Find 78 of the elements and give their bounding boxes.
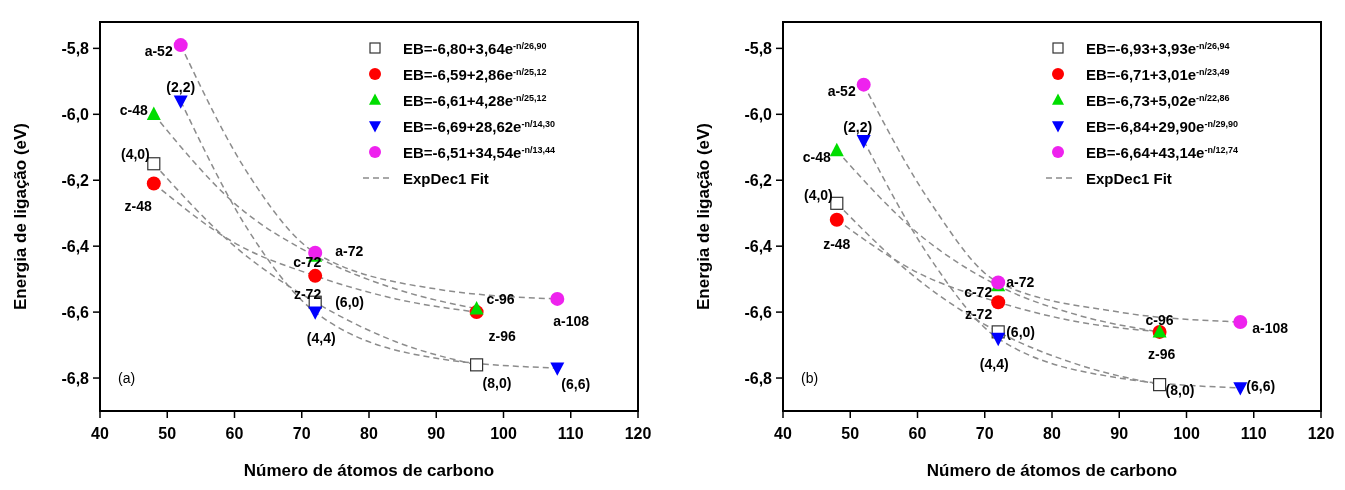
annotation: (6,0) <box>335 294 364 311</box>
legend-label: ExpDec1 Fit <box>403 170 489 187</box>
x-tick-label: 50 <box>158 425 177 442</box>
annotation: c-96 <box>486 290 515 307</box>
legend-label: EB=-6,93+3,93e$^{-n/26,94}$ <box>1086 40 1230 57</box>
y-tick-label: -5,8 <box>744 40 773 58</box>
annotation: (8,0) <box>1165 381 1195 398</box>
annotation: a-108 <box>1252 319 1289 336</box>
x-tick-label: 70 <box>975 425 994 442</box>
x-tick-label: 90 <box>1110 425 1129 442</box>
annotation: a-52 <box>827 82 856 99</box>
legend-label: EB=-6,71+3,01e$^{-n/23,49}$ <box>1086 66 1230 83</box>
annotation: c-72 <box>293 254 322 271</box>
y-tick-label: -6,4 <box>61 238 90 256</box>
y-tick-label: -6,6 <box>744 304 773 322</box>
y-tick-label: -6,2 <box>744 172 773 190</box>
annotation: c-48 <box>802 148 831 165</box>
x-tick-label: 110 <box>1240 425 1267 442</box>
y-tick-label: -6,4 <box>744 238 773 256</box>
annotation: a-52 <box>144 43 173 60</box>
annotation: (4,4) <box>979 356 1009 373</box>
annotation: (b) <box>801 370 819 386</box>
legend-label: EB=-6,59+2,86e$^{-n/25,12}$ <box>403 66 547 83</box>
y-tick-label: -5,8 <box>61 40 90 58</box>
y-tick-label: -6,2 <box>61 172 90 190</box>
x-tick-label: 70 <box>292 425 311 442</box>
legend-label: ExpDec1 Fit <box>1086 170 1172 187</box>
x-tick-label: 80 <box>360 425 378 442</box>
x-tick-label: 100 <box>1173 425 1200 442</box>
annotation: (6,6) <box>1246 377 1276 394</box>
y-axis-title: Energia de ligação (eV) <box>11 122 30 311</box>
annotation: c-96 <box>1145 311 1174 328</box>
legend-label: EB=-6,51+34,54e$^{-n/13,44}$ <box>403 144 555 161</box>
x-tick-label: 90 <box>427 425 446 442</box>
annotation: (a) <box>118 370 136 386</box>
x-tick-label: 60 <box>908 425 927 442</box>
annotation: (4,0) <box>121 145 150 162</box>
legend-label: EB=-6,73+5,02e$^{-n/22,86}$ <box>1086 92 1230 109</box>
annotation: (8,0) <box>482 374 512 391</box>
y-axis-title: Energia de ligação (eV) <box>694 122 713 311</box>
annotation: c-48 <box>119 102 148 119</box>
y-tick-label: -6,8 <box>61 370 90 388</box>
annotation: (4,0) <box>804 187 833 204</box>
x-tick-label: 80 <box>1043 425 1061 442</box>
x-tick-label: 120 <box>624 425 652 442</box>
annotation: z-96 <box>488 328 517 345</box>
x-tick-label: 50 <box>841 425 860 442</box>
annotation: z-72 <box>293 285 322 302</box>
y-tick-label: -6,6 <box>61 304 90 322</box>
y-tick-label: -6,8 <box>744 370 773 388</box>
annotation: (6,6) <box>561 376 591 393</box>
annotation: (2,2) <box>166 79 196 96</box>
annotation: (2,2) <box>843 118 873 135</box>
x-tick-label: 40 <box>91 425 109 442</box>
annotation: c-72 <box>964 283 993 300</box>
legend-label: EB=-6,69+28,62e$^{-n/14,30}$ <box>403 118 555 135</box>
x-tick-label: 100 <box>490 425 517 442</box>
x-tick-label: 120 <box>1307 425 1335 442</box>
y-tick-label: -6,0 <box>744 106 773 124</box>
y-tick-label: -6,0 <box>61 106 90 124</box>
legend-label: EB=-6,84+29,90e$^{-n/29,90}$ <box>1086 118 1238 135</box>
annotation: z-72 <box>964 306 993 323</box>
x-tick-label: 40 <box>774 425 792 442</box>
legend-label: EB=-6,64+43,14e$^{-n/12,74}$ <box>1086 144 1238 161</box>
annotation: (6,0) <box>1006 323 1035 340</box>
annotation: z-96 <box>1147 345 1176 362</box>
annotation: a-72 <box>1006 274 1035 291</box>
annotation: a-72 <box>335 242 364 259</box>
annotation: z-48 <box>124 197 153 214</box>
x-axis-title: Número de átomos de carbono <box>926 461 1178 480</box>
annotation: a-108 <box>553 312 590 329</box>
x-tick-label: 110 <box>557 425 584 442</box>
annotation: z-48 <box>823 235 851 252</box>
legend-label: EB=-6,61+4,28e$^{-n/25,12}$ <box>403 92 547 109</box>
x-axis-title: Número de átomos de carbono <box>243 461 495 480</box>
annotation: (4,4) <box>306 330 336 347</box>
legend-label: EB=-6,80+3,64e$^{-n/26,90}$ <box>403 40 547 57</box>
x-tick-label: 60 <box>225 425 244 442</box>
